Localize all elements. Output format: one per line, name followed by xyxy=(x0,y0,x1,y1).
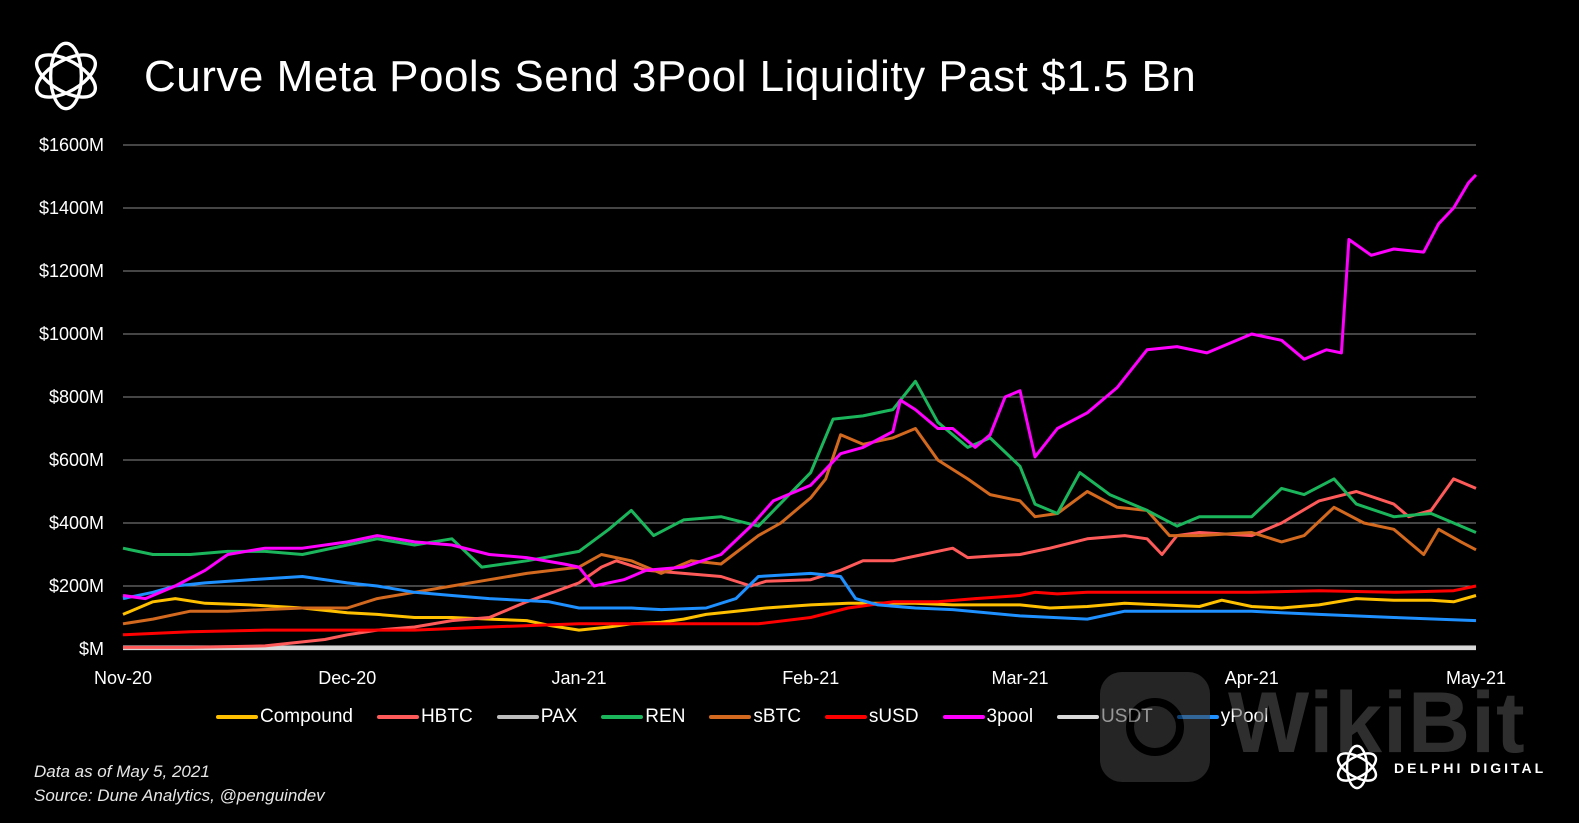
y-tick-label: $800M xyxy=(49,387,104,407)
x-tick-label: Apr-21 xyxy=(1225,668,1279,688)
legend-swatch xyxy=(942,715,985,719)
legend-label: REN xyxy=(645,706,686,727)
y-tick-label: $1200M xyxy=(39,261,104,281)
legend-swatch xyxy=(496,715,539,719)
legend-item-3pool: 3pool xyxy=(942,706,1034,728)
x-axis-tick-labels: Nov-20 Dec-20 Jan-21 Feb-21 Mar-21 Apr-21 May-… xyxy=(94,668,1506,688)
legend-label: yPool xyxy=(1220,706,1269,727)
legend-item-ren: REN xyxy=(601,706,685,728)
x-tick-label: May-21 xyxy=(1446,668,1506,688)
wikibit-logo-icon xyxy=(1100,672,1210,782)
x-tick-label: Jan-21 xyxy=(551,668,606,688)
wikibit-watermark: WikiBit xyxy=(1100,672,1560,792)
legend-item-compound: Compound xyxy=(216,706,353,728)
delphi-digital-logo-icon xyxy=(35,41,97,111)
legend-label: HBTC xyxy=(420,706,473,727)
legend-label: PAX xyxy=(540,706,578,727)
series-line-ypool xyxy=(122,571,1477,623)
series-line-compound xyxy=(122,594,1477,632)
y-tick-label: $1600M xyxy=(39,135,104,155)
y-tick-label: $1400M xyxy=(39,198,104,218)
x-tick-label: Nov-20 xyxy=(94,668,152,688)
legend-label: sUSD xyxy=(868,706,919,727)
legend-label: sBTC xyxy=(753,706,801,727)
brand-mark: DELPHI DIGITAL xyxy=(1326,736,1546,798)
series-line-hbtc xyxy=(123,477,1477,649)
series-line-3pool xyxy=(122,173,1478,601)
legend-item-pax: PAX xyxy=(496,706,578,728)
legend-swatch xyxy=(824,715,867,719)
legend-swatch xyxy=(376,715,419,719)
y-tick-label: $200M xyxy=(49,576,104,596)
y-tick-label: $1000M xyxy=(39,324,104,344)
series-line-susd xyxy=(122,584,1477,637)
legend: CompoundHBTCPAXRENsBTCsUSD3poolUSDTyPool xyxy=(216,706,1292,728)
footnote-date: Data as of May 5, 2021 xyxy=(34,762,210,781)
legend-swatch xyxy=(1057,715,1100,719)
footnote: Data as of May 5, 2021 Source: Dune Anal… xyxy=(34,760,325,808)
y-tick-label: $400M xyxy=(49,513,104,533)
legend-label: Compound xyxy=(260,706,353,727)
footnote-source: Source: Dune Analytics, @penguindev xyxy=(34,786,325,805)
x-tick-label: Feb-21 xyxy=(782,668,839,688)
legend-swatch xyxy=(601,715,644,719)
brand-name: DELPHI DIGITAL xyxy=(1394,760,1547,776)
series-lines xyxy=(122,173,1478,651)
legend-item-hbtc: HBTC xyxy=(376,706,473,728)
x-tick-label: Mar-21 xyxy=(992,668,1049,688)
watermark-text: WikiBit xyxy=(1228,675,1526,771)
legend-label: 3pool xyxy=(986,706,1034,727)
series-line-sbtc xyxy=(122,427,1477,626)
y-tick-label: $M xyxy=(79,639,104,659)
legend-item-susd: sUSD xyxy=(824,706,919,728)
chart-title: Curve Meta Pools Send 3Pool Liquidity Pa… xyxy=(144,52,1197,101)
legend-swatch xyxy=(709,715,752,719)
delphi-digital-small-logo-icon xyxy=(1336,744,1378,790)
y-tick-label: $600M xyxy=(49,450,104,470)
legend-item-sbtc: sBTC xyxy=(709,706,801,728)
x-tick-label: Dec-20 xyxy=(318,668,376,688)
legend-swatch xyxy=(216,715,258,719)
series-line-ren xyxy=(122,379,1477,569)
y-axis-tick-labels: $M $200M $400M $600M $800M $1000M $1200M $1400M… xyxy=(39,135,104,659)
